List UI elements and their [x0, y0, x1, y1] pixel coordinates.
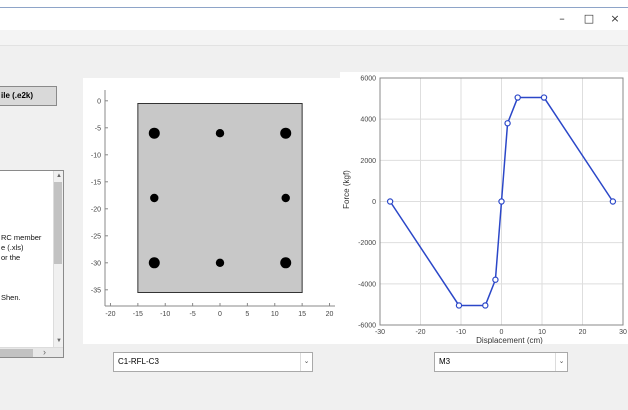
rebar-point — [280, 257, 292, 269]
y-tick-label: -35 — [91, 287, 101, 294]
y-tick-label: 2000 — [360, 158, 376, 165]
chevron-down-icon[interactable]: ⌄ — [555, 353, 567, 371]
data-point — [455, 302, 463, 309]
section-plot-panel: -20 -15 -10 -5 0 5 10 15 20 0 -5 -10 -15 -20 -25 -30 -35 — [83, 78, 341, 344]
y-axis-label: Force (kgf) — [342, 170, 351, 209]
data-point — [386, 198, 394, 205]
y-tick-label: -2000 — [358, 240, 376, 247]
section-plot: -20 -15 -10 -5 0 5 10 15 20 0 -5 -10 -15 -20 -25 -30 -35 — [91, 90, 335, 318]
plot-frame — [379, 77, 624, 326]
scroll-right-icon[interactable]: › — [43, 347, 46, 357]
data-point — [504, 120, 511, 127]
y-tick-label: -4000 — [358, 281, 376, 288]
rebar-point — [215, 258, 225, 267]
x-tick-label: -20 — [105, 311, 115, 318]
x-tick-label: -30 — [375, 329, 385, 336]
y-tick-label: 6000 — [360, 76, 376, 83]
y-tick-label: -15 — [91, 179, 101, 186]
section-selector-value: C1-RFL-C3 — [118, 357, 159, 366]
y-tick-label: 0 — [97, 98, 101, 105]
x-tick-label: 20 — [326, 311, 334, 318]
y-tick-label: -6000 — [358, 323, 376, 330]
x-tick-label: 0 — [500, 329, 504, 336]
notes-vertical-thumb[interactable] — [54, 182, 62, 264]
rebar-point — [215, 129, 225, 138]
x-tick-label: 0 — [218, 311, 222, 318]
toolbar-strip — [0, 30, 628, 46]
x-tick-label: -10 — [160, 311, 170, 318]
rebar-point — [148, 127, 160, 139]
x-tick-label: 30 — [619, 329, 627, 336]
x-tick-label: 20 — [579, 329, 587, 336]
y-tick-label: -5 — [95, 125, 101, 132]
y-tick-label: -30 — [91, 260, 101, 267]
section-selector[interactable]: C1-RFL-C3 ⌄ — [113, 352, 313, 372]
rebar-point — [280, 127, 292, 139]
data-point — [492, 276, 499, 283]
x-tick-label: 15 — [298, 311, 306, 318]
x-tick-label: 5 — [245, 311, 249, 318]
minimize-button[interactable]: – — [559, 12, 565, 25]
force-displacement-plot: -30 -20 -10 0 10 20 30 6000 4000 2000 0 -2000 -4000 -… — [342, 76, 627, 346]
x-axis-label: Displacement (cm) — [476, 336, 543, 344]
rebar-point — [150, 193, 159, 203]
window-titlebar: – □ × — [0, 0, 628, 30]
data-point — [609, 198, 617, 205]
direction-selector-value: M3 — [439, 357, 451, 366]
chevron-down-icon[interactable]: ⌄ — [300, 353, 312, 371]
x-tick-label: -20 — [415, 329, 425, 336]
notes-text: RC member e (.xls) or the Shen. — [1, 233, 42, 302]
notes-horizontal-thumb[interactable] — [0, 349, 33, 357]
scroll-down-icon[interactable]: ▼ — [56, 338, 62, 344]
y-tick-label: -20 — [91, 206, 101, 213]
data-point — [514, 94, 521, 101]
x-tick-label: -10 — [456, 329, 466, 336]
x-tick-label: -15 — [133, 311, 143, 318]
notes-horizontal-scrollbar[interactable]: › — [0, 347, 63, 357]
y-tick-label: 4000 — [360, 117, 376, 124]
x-tick-label: 10 — [538, 329, 546, 336]
close-button[interactable]: × — [610, 12, 620, 25]
force-displacement-plot-panel: -30 -20 -10 0 10 20 30 6000 4000 2000 0 -2000 -4000 -… — [340, 72, 628, 346]
x-tick-label: 10 — [271, 311, 279, 318]
y-tick-label: -25 — [91, 233, 101, 240]
scroll-up-icon[interactable]: ▲ — [56, 173, 62, 179]
rebar-point — [281, 193, 290, 203]
direction-selector[interactable]: M3 ⌄ — [434, 352, 568, 372]
data-point — [498, 198, 505, 205]
maximize-button[interactable]: □ — [583, 12, 595, 25]
x-tick-label: -5 — [190, 311, 196, 318]
notes-textbox[interactable]: RC member e (.xls) or the Shen. ▲ ▼ › — [0, 170, 64, 358]
titlebar-accent-line — [0, 7, 628, 8]
data-point — [482, 302, 489, 309]
rebar-point — [148, 257, 160, 269]
y-tick-label: 0 — [372, 199, 376, 206]
notes-vertical-scrollbar[interactable]: ▲ ▼ — [53, 171, 63, 347]
load-file-button[interactable]: ile (.e2k) — [0, 86, 57, 106]
data-point — [540, 94, 548, 101]
y-tick-label: -10 — [91, 152, 101, 159]
